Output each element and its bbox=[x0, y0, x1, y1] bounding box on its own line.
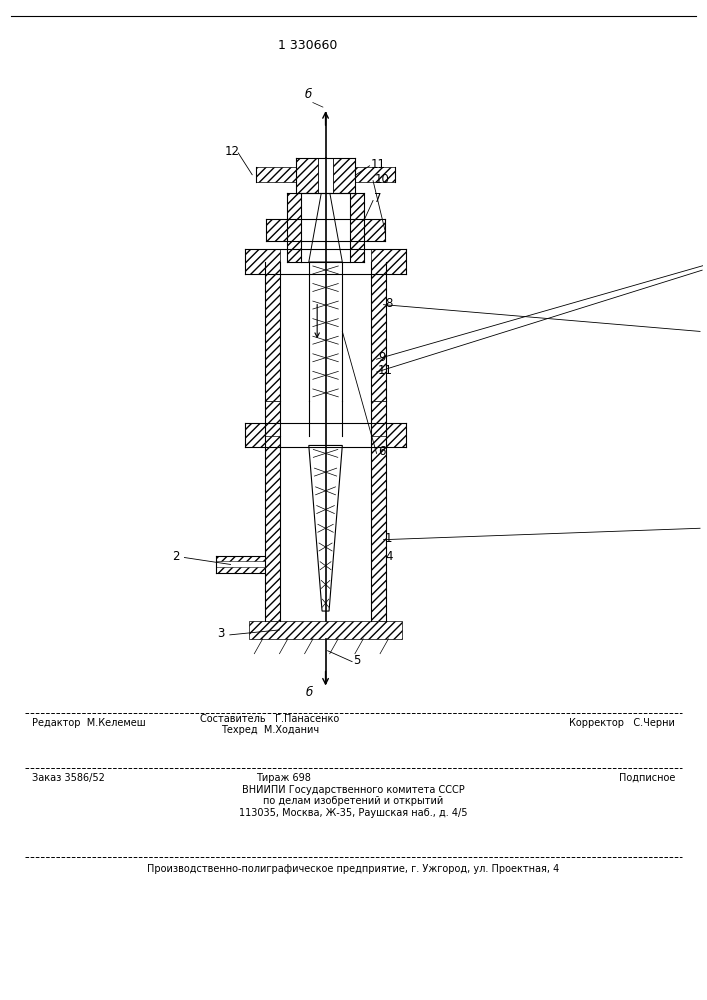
Text: б: б bbox=[306, 686, 313, 699]
Text: 10: 10 bbox=[375, 173, 390, 186]
Text: 8: 8 bbox=[385, 297, 392, 310]
Bar bbox=[256, 167, 395, 182]
Bar bbox=[287, 193, 301, 262]
Polygon shape bbox=[309, 193, 342, 262]
Text: Тираж 698: Тираж 698 bbox=[256, 773, 311, 783]
Text: 113035, Москва, Ж-35, Раушская наб., д. 4/5: 113035, Москва, Ж-35, Раушская наб., д. … bbox=[239, 808, 468, 818]
Text: б: б bbox=[305, 88, 312, 101]
Bar bbox=[216, 556, 264, 561]
Bar bbox=[350, 193, 364, 262]
Bar bbox=[371, 249, 406, 274]
Text: 2: 2 bbox=[172, 550, 180, 562]
Bar bbox=[350, 219, 385, 241]
Text: 1 330660: 1 330660 bbox=[279, 39, 338, 52]
Text: Производственно-полиграфическое предприятие, г. Ужгород, ул. Проектная, 4: Производственно-полиграфическое предприя… bbox=[147, 864, 560, 874]
Polygon shape bbox=[371, 401, 386, 436]
Bar bbox=[318, 158, 333, 193]
Text: 12: 12 bbox=[224, 145, 239, 158]
Polygon shape bbox=[309, 445, 342, 611]
Text: Корректор   С.Черни: Корректор С.Черни bbox=[569, 718, 675, 728]
Text: 7: 7 bbox=[375, 192, 382, 205]
Bar bbox=[371, 436, 386, 621]
Bar bbox=[216, 567, 264, 573]
Bar bbox=[301, 193, 350, 262]
Text: Подписное: Подписное bbox=[619, 773, 675, 783]
Text: Техред  М.Ходанич: Техред М.Ходанич bbox=[221, 725, 319, 735]
Text: ВНИИПИ Государственного комитета СССР: ВНИИПИ Государственного комитета СССР bbox=[242, 785, 465, 795]
Bar bbox=[264, 262, 280, 401]
Text: Заказ 3586/52: Заказ 3586/52 bbox=[32, 773, 105, 783]
Bar bbox=[296, 158, 355, 193]
Bar bbox=[371, 262, 386, 401]
Text: 1: 1 bbox=[385, 532, 392, 545]
Text: 6: 6 bbox=[378, 445, 385, 458]
Text: 5: 5 bbox=[354, 654, 361, 667]
Bar bbox=[249, 621, 402, 639]
Text: по делам изобретений и открытий: по делам изобретений и открытий bbox=[264, 796, 443, 806]
Bar bbox=[245, 423, 280, 447]
Text: Составитель   Г.Панасенко: Составитель Г.Панасенко bbox=[200, 714, 339, 724]
Polygon shape bbox=[264, 401, 280, 436]
Text: Редактор  М.Келемеш: Редактор М.Келемеш bbox=[32, 718, 146, 728]
Bar bbox=[266, 219, 301, 241]
Text: 11: 11 bbox=[378, 364, 393, 377]
Bar bbox=[371, 423, 406, 447]
Bar bbox=[264, 436, 280, 621]
Text: 9: 9 bbox=[378, 351, 385, 364]
Text: 11: 11 bbox=[371, 158, 386, 171]
Text: 4: 4 bbox=[385, 550, 392, 562]
Text: 3: 3 bbox=[217, 627, 225, 640]
Bar bbox=[245, 249, 280, 274]
